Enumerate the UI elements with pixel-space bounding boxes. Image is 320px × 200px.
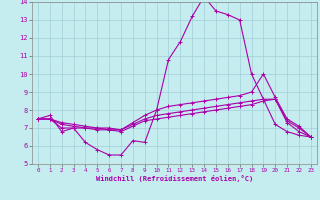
X-axis label: Windchill (Refroidissement éolien,°C): Windchill (Refroidissement éolien,°C) [96,175,253,182]
